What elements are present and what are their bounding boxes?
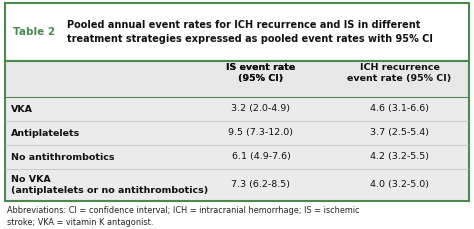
- Text: 6.1 (4.9-7.6): 6.1 (4.9-7.6): [232, 153, 291, 161]
- Text: 3.7 (2.5-5.4): 3.7 (2.5-5.4): [370, 128, 429, 137]
- Text: Pooled annual event rates for ICH recurrence and IS in different
treatment strat: Pooled annual event rates for ICH recurr…: [67, 20, 433, 44]
- Text: 3.2 (2.0-4.9): 3.2 (2.0-4.9): [231, 104, 291, 114]
- Text: 7.3 (6.2-8.5): 7.3 (6.2-8.5): [231, 180, 291, 190]
- Bar: [5, 145, 469, 169]
- Text: No antithrombotics: No antithrombotics: [11, 153, 115, 161]
- Bar: [5, 61, 469, 97]
- Text: Abbreviations: CI = confidence interval; ICH = intracranial hemorrhage; IS = isc: Abbreviations: CI = confidence interval;…: [7, 206, 359, 227]
- Text: No VKA
(antiplatelets or no antithrombotics): No VKA (antiplatelets or no antithrombot…: [11, 175, 208, 195]
- Bar: [5, 61, 469, 201]
- Text: Table 2: Table 2: [13, 27, 55, 37]
- Text: ICH recurrence
event rate (95% CI): ICH recurrence event rate (95% CI): [347, 63, 452, 83]
- Bar: [5, 169, 469, 201]
- Text: Antiplatelets: Antiplatelets: [11, 128, 80, 137]
- Text: 4.6 (3.1-6.6): 4.6 (3.1-6.6): [370, 104, 429, 114]
- Text: IS event rate
(95% CI): IS event rate (95% CI): [227, 63, 296, 83]
- Bar: [5, 3, 469, 61]
- Bar: [5, 97, 469, 121]
- Text: 4.0 (3.2-5.0): 4.0 (3.2-5.0): [370, 180, 429, 190]
- Text: 9.5 (7.3-12.0): 9.5 (7.3-12.0): [228, 128, 293, 137]
- Text: IS event rate
(95% CI): IS event rate (95% CI): [227, 63, 296, 83]
- Text: VKA: VKA: [11, 104, 33, 114]
- Bar: [5, 121, 469, 145]
- Bar: [5, 61, 469, 201]
- Text: 4.2 (3.2-5.5): 4.2 (3.2-5.5): [370, 153, 429, 161]
